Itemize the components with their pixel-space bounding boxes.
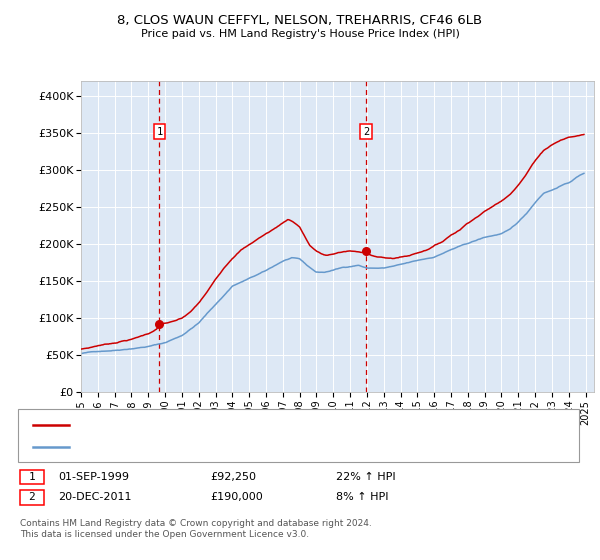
Text: 1: 1 <box>28 472 35 482</box>
Text: 8% ↑ HPI: 8% ↑ HPI <box>336 492 389 502</box>
Text: 20-DEC-2011: 20-DEC-2011 <box>58 492 132 502</box>
Text: HPI: Average price, detached house, Caerphilly: HPI: Average price, detached house, Caer… <box>75 442 321 452</box>
Text: 1: 1 <box>157 127 163 137</box>
Text: £190,000: £190,000 <box>210 492 263 502</box>
Text: 8, CLOS WAUN CEFFYL, NELSON, TREHARRIS, CF46 6LB: 8, CLOS WAUN CEFFYL, NELSON, TREHARRIS, … <box>118 14 482 27</box>
Text: 8, CLOS WAUN CEFFYL, NELSON, TREHARRIS, CF46 6LB (detached house): 8, CLOS WAUN CEFFYL, NELSON, TREHARRIS, … <box>75 420 457 430</box>
Text: 2: 2 <box>28 492 35 502</box>
Text: Contains HM Land Registry data © Crown copyright and database right 2024.
This d: Contains HM Land Registry data © Crown c… <box>20 519 371 539</box>
Text: 22% ↑ HPI: 22% ↑ HPI <box>336 472 395 482</box>
Text: 2: 2 <box>363 127 370 137</box>
Text: Price paid vs. HM Land Registry's House Price Index (HPI): Price paid vs. HM Land Registry's House … <box>140 29 460 39</box>
Text: £92,250: £92,250 <box>210 472 256 482</box>
Text: 01-SEP-1999: 01-SEP-1999 <box>58 472 129 482</box>
